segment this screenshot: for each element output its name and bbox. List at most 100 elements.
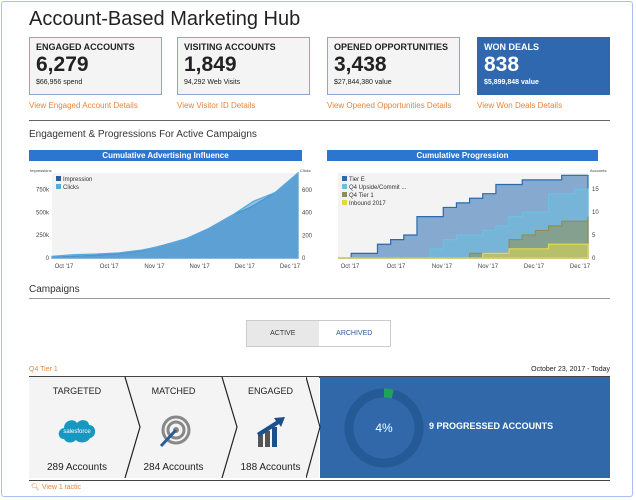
chart-title: Cumulative Advertising Influence bbox=[29, 150, 302, 161]
page-title: Account-Based Marketing Hub bbox=[29, 8, 301, 30]
growth-chart-icon bbox=[256, 417, 285, 447]
legend-swatch bbox=[342, 184, 347, 189]
legend-label: Q4 Upside/Commit ... bbox=[349, 185, 407, 191]
card-sub: $66,956 spend bbox=[36, 79, 83, 86]
legend-swatch bbox=[56, 184, 61, 189]
divider bbox=[29, 480, 610, 481]
divider bbox=[29, 120, 610, 121]
y-right-axis-label: Clicks bbox=[300, 168, 311, 173]
salesforce-logo-icon: salesforce bbox=[58, 420, 96, 443]
legend-label: Clicks bbox=[63, 185, 79, 191]
legend-label: Impression bbox=[63, 177, 92, 183]
targeted-step: TARGETED salesforce 289 Accounts bbox=[29, 377, 125, 478]
x-tick-label: Oct '17 bbox=[55, 264, 74, 270]
y-left-axis-label: Impressions bbox=[30, 168, 52, 173]
card-value: 3,438 bbox=[334, 53, 387, 76]
x-tick-label: Dec '17 bbox=[280, 264, 301, 270]
legend-label: Q4 Tier 1 bbox=[349, 193, 374, 199]
card-sub: $5,899,848 value bbox=[484, 79, 539, 86]
x-tick-label: Dec '17 bbox=[570, 264, 591, 270]
campaigns-section-title: Campaigns bbox=[29, 284, 80, 295]
card-value: 1,849 bbox=[184, 53, 237, 76]
x-tick-label: Oct '17 bbox=[387, 264, 406, 270]
x-tick-label: Nov '17 bbox=[144, 264, 165, 270]
y-left-tick: 250k bbox=[36, 233, 50, 239]
opened-opportunities-card: OPENED OPPORTUNITIES 3,438 $27,844,380 v… bbox=[327, 37, 460, 95]
legend-label: Tier E bbox=[349, 177, 365, 183]
won-deals-details-link[interactable]: View Won Deals Details bbox=[477, 101, 563, 110]
engagement-section-title: Engagement & Progressions For Active Cam… bbox=[29, 129, 257, 140]
x-tick-label: Nov '17 bbox=[432, 264, 453, 270]
card-title: VISITING ACCOUNTS bbox=[184, 42, 276, 52]
y-right-tick: 5 bbox=[592, 233, 596, 239]
visiting-accounts-card: VISITING ACCOUNTS 1,849 94,292 Web Visit… bbox=[177, 37, 310, 95]
chevron-arrow bbox=[306, 377, 321, 478]
date-range: October 23, 2017 - Today bbox=[531, 366, 610, 373]
progress-donut bbox=[344, 388, 424, 468]
y-right-tick: 0 bbox=[302, 256, 306, 262]
search-icon: 🔍︎ bbox=[31, 484, 40, 491]
x-tick-label: Oct '17 bbox=[100, 264, 119, 270]
archived-tab[interactable]: ARCHIVED bbox=[318, 321, 390, 346]
campaign-status-toggle: ACTIVE ARCHIVED bbox=[246, 320, 391, 347]
visitor-details-link[interactable]: View Visitor ID Details bbox=[177, 101, 256, 110]
step-count: 289 Accounts bbox=[46, 462, 108, 473]
card-sub: 94,292 Web Visits bbox=[184, 79, 241, 86]
divider bbox=[29, 376, 610, 378]
x-tick-label: Nov '17 bbox=[478, 264, 499, 270]
card-value: 6,279 bbox=[36, 53, 89, 76]
funnel-chevrons bbox=[124, 377, 238, 478]
won-deals-card: WON DEALS 838 $5,899,848 value bbox=[477, 37, 610, 95]
y-right-tick: 15 bbox=[592, 187, 599, 193]
engaged-accounts-card: ENGAGED ACCOUNTS 6,279 $66,956 spend bbox=[29, 37, 162, 95]
card-value: 838 bbox=[484, 53, 520, 76]
legend-swatch bbox=[342, 200, 347, 205]
progress-percent: 4% bbox=[375, 421, 393, 435]
x-tick-label: Dec '17 bbox=[524, 264, 545, 270]
legend-swatch bbox=[342, 192, 347, 197]
engaged-step: ENGAGED 188 Accounts bbox=[222, 377, 319, 478]
y-right-tick: 400 bbox=[302, 211, 313, 217]
campaign-name[interactable]: Q4 Tier 1 bbox=[29, 366, 58, 373]
progressed-accounts: 9 PROGRESSED ACCOUNTS bbox=[429, 421, 554, 431]
advertising-influence-chart: Oct '17 Oct '17 Nov '17 Nov '17 Dec '17 Dec '… bbox=[30, 168, 313, 270]
card-title: WON DEALS bbox=[484, 42, 539, 52]
x-tick-label: Dec '17 bbox=[235, 264, 256, 270]
engaged-details-link[interactable]: View Engaged Account Details bbox=[29, 101, 138, 110]
y-left-tick: 750k bbox=[36, 187, 50, 193]
active-tab[interactable]: ACTIVE bbox=[247, 321, 319, 346]
y-left-tick: 0 bbox=[46, 256, 50, 262]
y-right-axis-label: Accounts bbox=[590, 168, 606, 173]
y-right-tick: 10 bbox=[592, 210, 599, 216]
series-area-3 bbox=[338, 243, 589, 259]
matched-step: MATCHED 284 Accounts bbox=[125, 377, 222, 478]
series-area-1 bbox=[51, 171, 299, 259]
view-tactic-label: View 1 tactic bbox=[41, 484, 82, 491]
step-count: 188 Accounts bbox=[240, 462, 301, 473]
y-left-tick: 500k bbox=[36, 210, 50, 216]
x-tick-label: Nov '17 bbox=[190, 264, 211, 270]
card-title: OPENED OPPORTUNITIES bbox=[334, 42, 449, 52]
y-right-tick: 0 bbox=[592, 256, 596, 262]
legend-swatch bbox=[56, 176, 61, 181]
svg-text:salesforce: salesforce bbox=[63, 429, 91, 435]
x-tick-label: Oct '17 bbox=[341, 264, 360, 270]
legend-label: Inbound 2017 bbox=[349, 201, 386, 207]
y-right-tick: 600 bbox=[302, 188, 313, 194]
step-label: MATCHED bbox=[151, 386, 196, 396]
step-count: 284 Accounts bbox=[143, 462, 204, 473]
chart-title: Cumulative Progression bbox=[327, 150, 598, 161]
target-icon bbox=[159, 415, 190, 448]
step-label: ENGAGED bbox=[247, 386, 293, 396]
view-tactic-link[interactable]: 🔍︎ View 1 tactic bbox=[31, 483, 81, 491]
step-label: TARGETED bbox=[52, 386, 102, 396]
cumulative-progression-chart: Oct '17 Oct '17 Nov '17 Nov '17 Dec '17 Dec '… bbox=[338, 168, 606, 270]
divider bbox=[29, 298, 610, 299]
legend-swatch bbox=[342, 176, 347, 181]
card-title: ENGAGED ACCOUNTS bbox=[36, 42, 135, 52]
card-sub: $27,844,380 value bbox=[334, 79, 392, 86]
progressed-panel: 4% 9 PROGRESSED ACCOUNTS bbox=[306, 377, 610, 478]
y-right-tick: 200 bbox=[302, 233, 313, 239]
opportunities-details-link[interactable]: View Opened Opportunities Details bbox=[327, 101, 452, 110]
